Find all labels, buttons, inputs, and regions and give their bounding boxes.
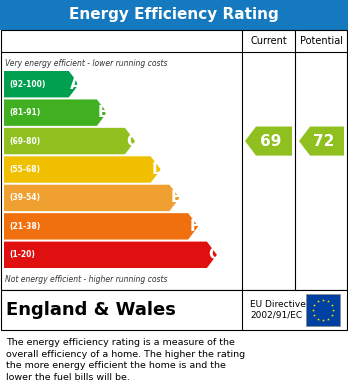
Text: Potential: Potential [300,36,343,46]
Text: B: B [98,105,110,120]
Text: (55-68): (55-68) [9,165,40,174]
Bar [306,294,340,326]
Text: EU Directive
2002/91/EC: EU Directive 2002/91/EC [250,300,306,320]
Polygon shape [4,128,135,154]
Text: C: C [126,134,137,149]
Polygon shape [245,127,292,156]
Text: F: F [189,219,199,234]
Text: The energy efficiency rating is a measure of the
overall efficiency of a home. T: The energy efficiency rating is a measur… [6,338,245,382]
Polygon shape [4,99,107,126]
Bar [1,30,347,290]
Bar [1,290,347,330]
Text: England & Wales: England & Wales [6,301,176,319]
Text: D: D [152,162,164,177]
Polygon shape [4,185,180,211]
Polygon shape [299,127,344,156]
Text: 69: 69 [260,134,281,149]
Text: G: G [208,247,220,262]
Text: Current: Current [250,36,287,46]
Polygon shape [4,213,198,240]
Polygon shape [4,242,217,268]
Text: (21-38): (21-38) [9,222,40,231]
Polygon shape [4,71,79,97]
Text: (69-80): (69-80) [9,136,40,145]
Text: 72: 72 [313,134,334,149]
Text: (39-54): (39-54) [9,194,40,203]
Text: E: E [171,190,181,205]
Text: (1-20): (1-20) [9,250,35,259]
Text: (81-91): (81-91) [9,108,40,117]
Text: Energy Efficiency Rating: Energy Efficiency Rating [69,7,279,23]
Bar [0,0,348,30]
Text: A: A [70,77,81,92]
Text: Not energy efficient - higher running costs: Not energy efficient - higher running co… [5,276,167,285]
Polygon shape [4,156,161,183]
Text: (92-100): (92-100) [9,80,45,89]
Text: Very energy efficient - lower running costs: Very energy efficient - lower running co… [5,59,167,68]
